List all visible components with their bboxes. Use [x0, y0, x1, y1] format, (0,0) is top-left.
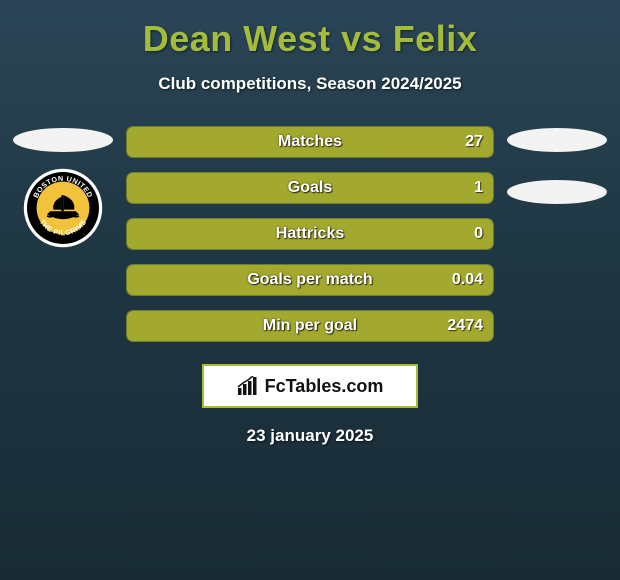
- content: BOSTON UNITED THE PILGRIMS Matches 27 Go…: [0, 126, 620, 342]
- stat-bar: Matches 27: [126, 126, 494, 158]
- brand-box[interactable]: FcTables.com: [202, 364, 418, 408]
- date: 23 january 2025: [0, 426, 620, 446]
- stat-bar: Hattricks 0: [126, 218, 494, 250]
- stat-bar: Goals per match 0.04: [126, 264, 494, 296]
- stat-label: Goals: [288, 179, 332, 197]
- stat-value-right: 27: [465, 133, 483, 151]
- chart-icon: [237, 376, 259, 396]
- player-oval-left: [13, 128, 113, 152]
- stat-value-right: 0: [474, 225, 483, 243]
- stat-label: Goals per match: [247, 271, 372, 289]
- left-column: BOSTON UNITED THE PILGRIMS: [8, 126, 118, 342]
- stat-label: Hattricks: [276, 225, 344, 243]
- stat-label: Matches: [278, 133, 342, 151]
- stat-value-right: 0.04: [452, 271, 483, 289]
- stat-value-right: 2474: [447, 317, 483, 335]
- brand-text: FcTables.com: [265, 376, 384, 397]
- stats-bars: Matches 27 Goals 1 Hattricks 0 Goals per…: [118, 126, 502, 342]
- stat-value-right: 1: [474, 179, 483, 197]
- player-oval-right-2: [507, 180, 607, 204]
- player-oval-right-1: [507, 128, 607, 152]
- club-crest-left: BOSTON UNITED THE PILGRIMS: [23, 168, 103, 248]
- stat-label: Min per goal: [263, 317, 357, 335]
- right-column: [502, 126, 612, 342]
- stat-bar: Goals 1: [126, 172, 494, 204]
- stat-bar: Min per goal 2474: [126, 310, 494, 342]
- page-title: Dean West vs Felix: [0, 0, 620, 60]
- subtitle: Club competitions, Season 2024/2025: [0, 74, 620, 94]
